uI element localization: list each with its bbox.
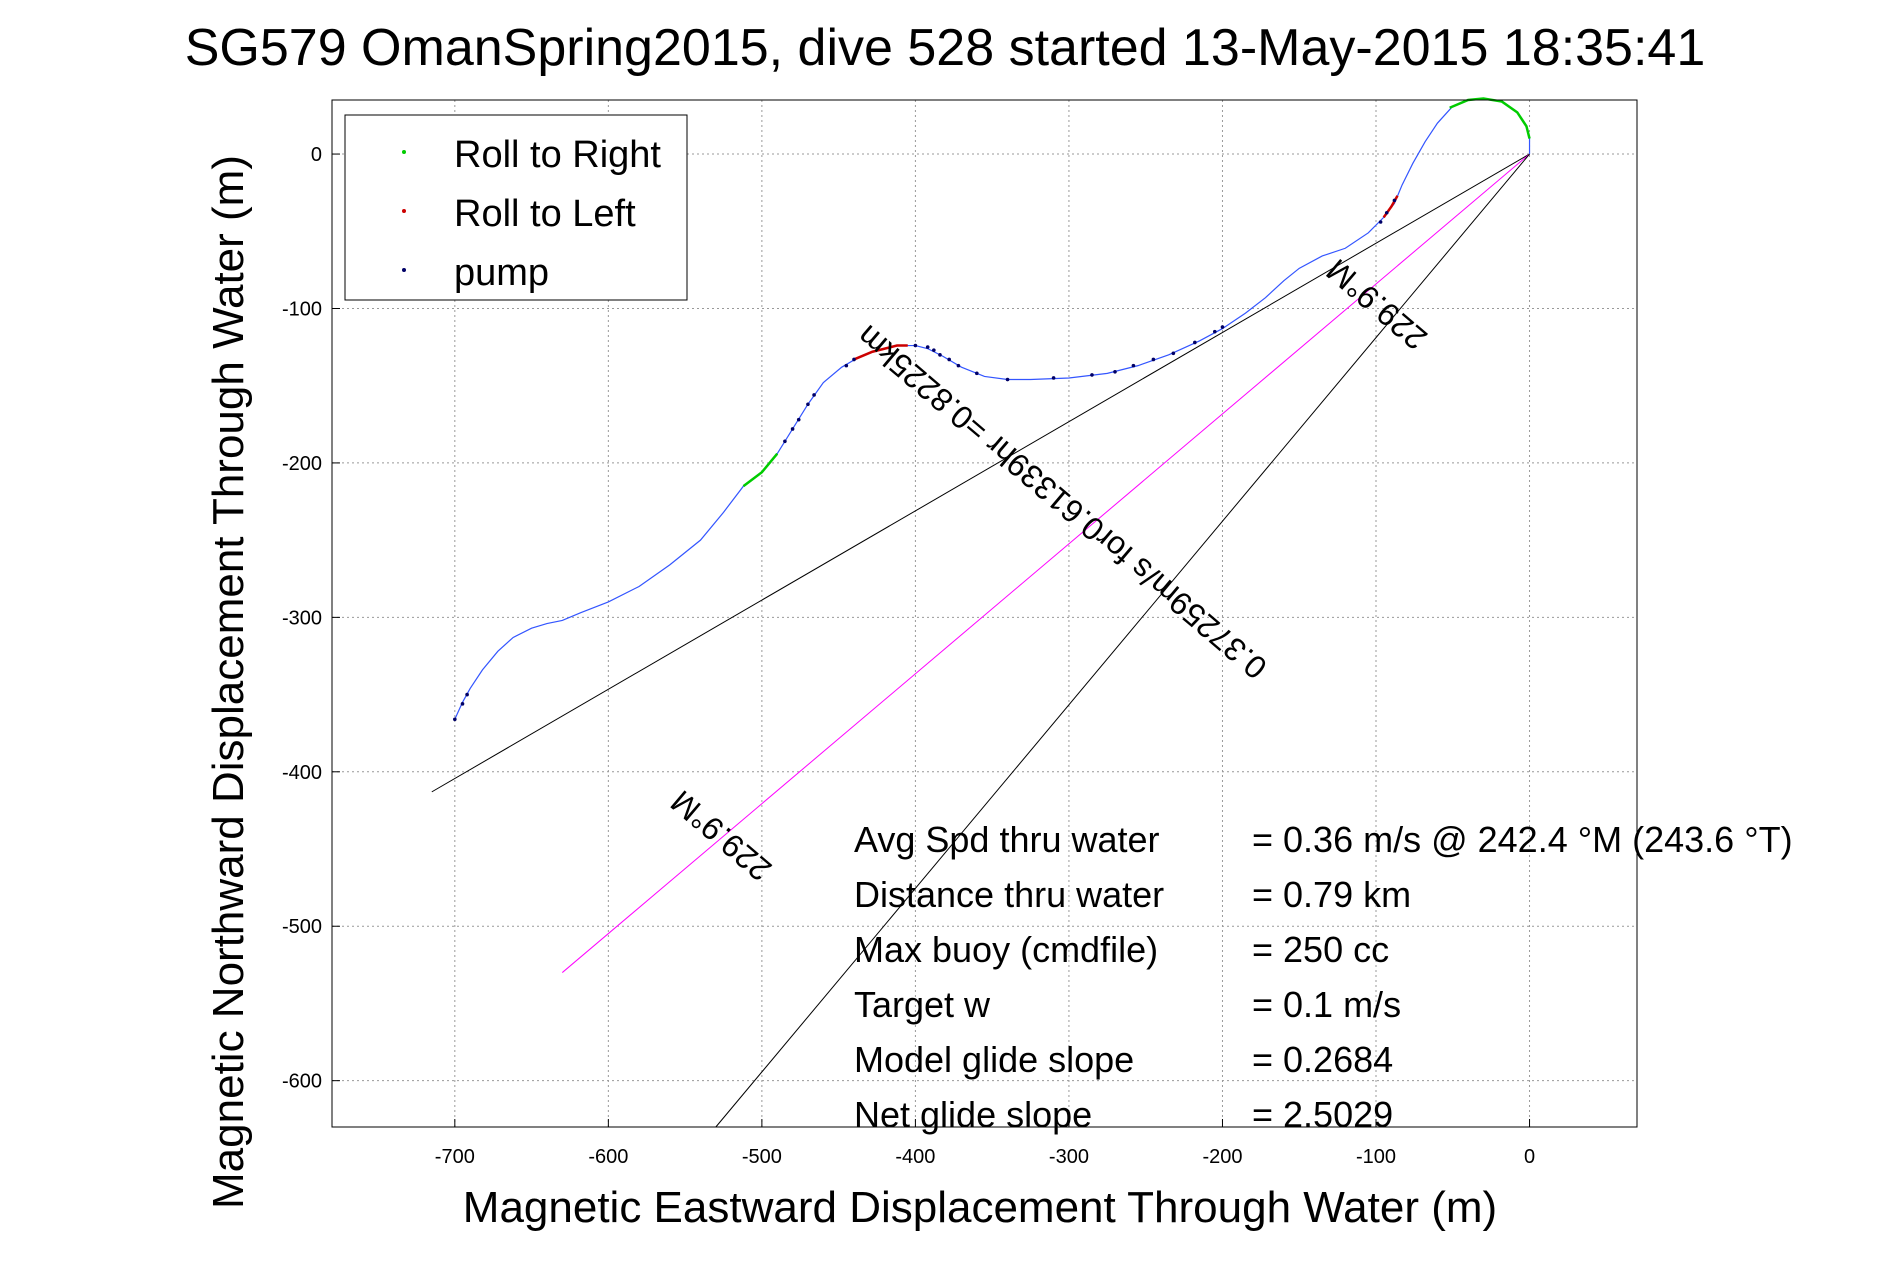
x-tick-label: -100 [1356, 1146, 1396, 1168]
pump-point [1051, 376, 1056, 380]
stat-label: Model glide slope [854, 1039, 1134, 1080]
x-tick-label: -500 [742, 1146, 782, 1168]
stat-label: Distance thru water [854, 874, 1164, 915]
bearing-line [431, 153, 1530, 793]
chart-title: SG579 OmanSpring2015, dive 528 started 1… [185, 19, 1706, 77]
pump-point [932, 348, 936, 352]
plot-area [331, 99, 1638, 1128]
track-line [454, 97, 1531, 720]
legend-marker [402, 150, 406, 154]
pump-point [1384, 210, 1389, 215]
stat-value: = 250 cc [1252, 929, 1389, 970]
pump-point [1005, 377, 1010, 382]
dive-stats: Avg Spd thru water = 0.36 m/s @ 242.4 °M … [854, 819, 1793, 1135]
legend-box [344, 114, 688, 301]
y-tick-label: -600 [282, 1071, 322, 1093]
bearing-annotation: 0.37259m/s for0.61339hr =0.8225km [850, 318, 1274, 686]
pump-point [1392, 198, 1397, 203]
pump-point [1212, 329, 1217, 334]
stat-value: = 0.2684 [1252, 1039, 1393, 1080]
x-tick-label: -400 [895, 1146, 935, 1168]
x-axis-label: Magnetic Eastward Displacement Through W… [463, 1183, 1497, 1232]
pump-point [1220, 325, 1225, 329]
pump-point [956, 363, 961, 368]
legend-marker [402, 209, 406, 213]
pump-point [812, 393, 816, 397]
stat-value: = 0.36 m/s @ 242.4 °M (243.6 °T) [1252, 819, 1793, 860]
pump-point [1378, 220, 1383, 224]
stat-label: Avg Spd thru water [854, 819, 1160, 860]
stat-value: = 0.79 km [1252, 874, 1411, 915]
x-tick-label: -200 [1202, 1146, 1242, 1168]
y-tick-label: 0 [311, 144, 322, 166]
bearing-annotations: 229.9°M 0.37259m/s for0.61339hr =0.8225km… [664, 252, 1434, 888]
pump-point [783, 439, 787, 444]
pump-point [465, 692, 469, 697]
pump-point [806, 402, 810, 407]
stat-value: = 0.1 m/s [1252, 984, 1401, 1025]
pump-point [1131, 363, 1136, 368]
y-tick-label: -100 [282, 298, 322, 320]
bearing-annotation: 229.9°M [1319, 252, 1433, 357]
pump-point [938, 353, 942, 357]
stat-label: Net glide slope [854, 1094, 1092, 1135]
stat-value: = 2.5029 [1252, 1094, 1393, 1135]
roll-left-segment [853, 344, 908, 361]
legend-marker [402, 268, 406, 272]
y-tick-label: -400 [282, 762, 322, 784]
bearing-line [715, 153, 1530, 1128]
pump-point [852, 357, 856, 362]
pump-point [1193, 340, 1197, 345]
pump-point [796, 417, 801, 422]
pump-point [947, 357, 951, 362]
x-tick-label: -300 [1049, 1146, 1089, 1168]
x-tick-label: 0 [1524, 1146, 1535, 1168]
pump-point [925, 345, 930, 349]
y-tick-label: -300 [282, 607, 322, 629]
pump-point [913, 343, 918, 348]
pump-point [1090, 373, 1094, 377]
pump-point [453, 717, 457, 722]
roll-right-segment [1449, 97, 1531, 139]
pump-point [790, 427, 795, 431]
pump-point [1113, 370, 1117, 374]
y-tick-label: -500 [282, 916, 322, 938]
x-tick-label: -600 [588, 1146, 628, 1168]
legend-label: Roll to Right [454, 134, 661, 176]
y-axis-label: Magnetic Northward Displacement Through … [204, 155, 253, 1209]
y-tick-label: -200 [282, 453, 322, 475]
bearing-line [561, 153, 1530, 973]
stat-label: Max buoy (cmdfile) [854, 929, 1158, 970]
legend-label: pump [454, 252, 549, 294]
pump-point [975, 371, 979, 376]
bearing-lines [431, 153, 1530, 1128]
x-tick-label: -700 [435, 1146, 475, 1168]
pump-point [1151, 357, 1156, 362]
pump-point [844, 363, 849, 368]
pump-markers [453, 198, 1397, 722]
pump-point [1171, 351, 1176, 356]
y-axis-ticks: 0 -100 -200 -300 -400 -500 -600 [282, 144, 340, 1093]
roll-right-segment [742, 452, 779, 488]
legend: Roll to Right Roll to Left pump [344, 114, 688, 301]
pump-point [460, 702, 465, 706]
legend-label: Roll to Left [454, 193, 636, 235]
x-axis-ticks: -700 -600 -500 -400 -300 -200 -100 0 [435, 1119, 1535, 1168]
stat-label: Target w [854, 984, 991, 1025]
